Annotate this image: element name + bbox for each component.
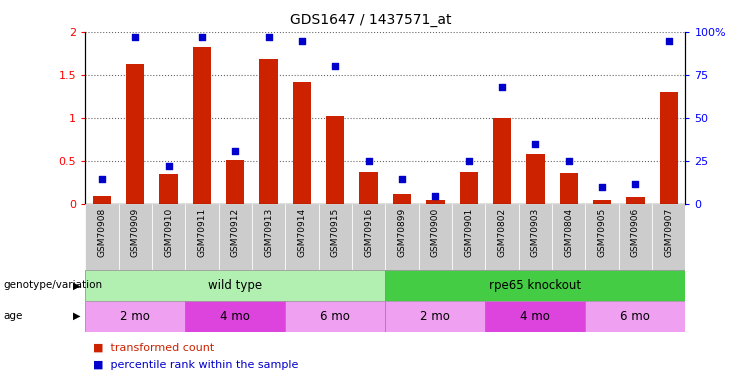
Bar: [619, 204, 652, 270]
Bar: [585, 301, 685, 332]
Bar: [193, 47, 211, 204]
Bar: [626, 198, 645, 204]
Text: GDS1647 / 1437571_at: GDS1647 / 1437571_at: [290, 13, 451, 27]
Bar: [485, 204, 519, 270]
Bar: [352, 204, 385, 270]
Bar: [219, 204, 252, 270]
Text: 4 mo: 4 mo: [220, 310, 250, 322]
Bar: [485, 301, 585, 332]
Text: 4 mo: 4 mo: [520, 310, 551, 322]
Text: 6 mo: 6 mo: [320, 310, 350, 322]
Bar: [526, 154, 545, 204]
Text: GSM70910: GSM70910: [164, 208, 173, 257]
Bar: [85, 301, 185, 332]
Point: [130, 34, 142, 40]
Text: GSM70909: GSM70909: [130, 208, 140, 257]
Point: [162, 164, 175, 170]
Bar: [293, 82, 311, 204]
Text: GSM70913: GSM70913: [264, 208, 273, 257]
Bar: [285, 204, 319, 270]
Text: 2 mo: 2 mo: [120, 310, 150, 322]
Point: [262, 34, 274, 40]
Text: GSM70915: GSM70915: [330, 208, 340, 257]
Text: GSM70899: GSM70899: [397, 208, 407, 257]
Bar: [85, 204, 119, 270]
Text: GSM70907: GSM70907: [664, 208, 674, 257]
Text: 2 mo: 2 mo: [420, 310, 451, 322]
Bar: [393, 194, 411, 204]
Point: [396, 176, 408, 181]
Text: ■  transformed count: ■ transformed count: [93, 343, 214, 353]
Bar: [126, 64, 144, 204]
Bar: [252, 204, 285, 270]
Point: [462, 158, 474, 164]
Text: GSM70804: GSM70804: [564, 208, 574, 257]
Point: [96, 176, 108, 181]
Text: GSM70906: GSM70906: [631, 208, 640, 257]
Text: GSM70908: GSM70908: [97, 208, 107, 257]
Bar: [159, 174, 178, 204]
Text: GSM70911: GSM70911: [197, 208, 207, 257]
Bar: [552, 204, 585, 270]
Point: [296, 38, 308, 44]
Bar: [593, 200, 611, 204]
Bar: [285, 301, 385, 332]
Bar: [659, 92, 678, 204]
Point: [362, 158, 374, 164]
Bar: [185, 301, 285, 332]
Point: [596, 184, 608, 190]
Bar: [85, 270, 385, 301]
Bar: [185, 204, 219, 270]
Bar: [119, 204, 152, 270]
Text: genotype/variation: genotype/variation: [4, 280, 103, 290]
Bar: [419, 204, 452, 270]
Bar: [152, 204, 185, 270]
Text: GSM70914: GSM70914: [297, 208, 307, 257]
Text: GSM70901: GSM70901: [464, 208, 473, 257]
Bar: [652, 204, 685, 270]
Text: GSM70916: GSM70916: [364, 208, 373, 257]
Text: GSM70905: GSM70905: [597, 208, 607, 257]
Bar: [93, 196, 111, 204]
Point: [196, 34, 207, 40]
Text: GSM70903: GSM70903: [531, 208, 540, 257]
Point: [329, 63, 341, 69]
Text: ■  percentile rank within the sample: ■ percentile rank within the sample: [93, 360, 298, 369]
Text: GSM70802: GSM70802: [497, 208, 507, 257]
Point: [229, 148, 241, 154]
Point: [663, 38, 675, 44]
Bar: [385, 204, 419, 270]
Bar: [326, 116, 345, 204]
Bar: [385, 301, 485, 332]
Text: wild type: wild type: [208, 279, 262, 292]
Bar: [226, 159, 245, 204]
Point: [529, 141, 541, 147]
Text: rpe65 knockout: rpe65 knockout: [489, 279, 582, 292]
Point: [563, 158, 575, 164]
Text: ▶: ▶: [73, 280, 80, 290]
Point: [429, 193, 441, 199]
Bar: [385, 270, 685, 301]
Bar: [519, 204, 552, 270]
Point: [496, 84, 508, 90]
Text: 6 mo: 6 mo: [620, 310, 651, 322]
Bar: [459, 172, 478, 204]
Bar: [319, 204, 352, 270]
Bar: [585, 204, 619, 270]
Bar: [493, 118, 511, 204]
Bar: [259, 60, 278, 204]
Point: [630, 181, 642, 187]
Bar: [426, 200, 445, 204]
Bar: [359, 172, 378, 204]
Bar: [559, 173, 578, 204]
Text: age: age: [4, 311, 23, 321]
Text: GSM70912: GSM70912: [230, 208, 240, 257]
Text: GSM70900: GSM70900: [431, 208, 440, 257]
Text: ▶: ▶: [73, 311, 80, 321]
Bar: [452, 204, 485, 270]
